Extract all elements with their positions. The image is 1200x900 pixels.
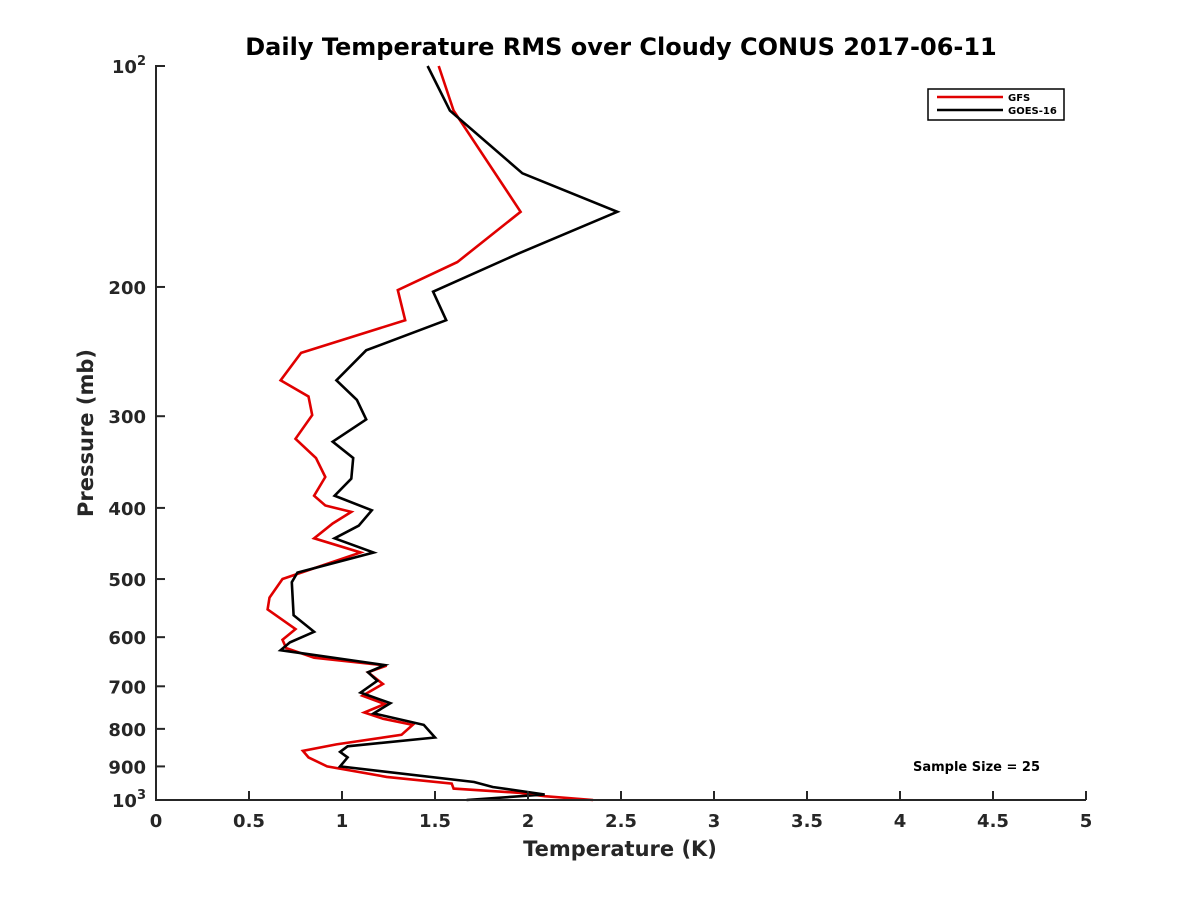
x-axis-label: Temperature (K) bbox=[523, 837, 717, 861]
y-tick-label: 400 bbox=[108, 499, 146, 520]
y-tick-label: 200 bbox=[108, 278, 146, 299]
x-tick-label: 4 bbox=[894, 811, 907, 832]
legend-box bbox=[927, 88, 1065, 121]
y-axis-label: Pressure (mb) bbox=[74, 349, 98, 517]
y-tick-label: 600 bbox=[108, 628, 146, 649]
legend: GFS GOES-16 bbox=[927, 88, 1065, 121]
legend-label-gfs: GFS bbox=[1008, 93, 1030, 104]
y-tick-label: 700 bbox=[108, 677, 146, 698]
x-ticks: 0 0.5 1 1.5 2 2.5 3 3.5 4 4.5 5 bbox=[150, 791, 1093, 832]
x-tick-label: 3.5 bbox=[791, 811, 823, 832]
x-tick-label: 2 bbox=[522, 811, 535, 832]
x-tick-label: 4.5 bbox=[977, 811, 1009, 832]
y-tick-label: 800 bbox=[108, 720, 146, 741]
x-tick-label: 3 bbox=[708, 811, 721, 832]
x-tick-label: 5 bbox=[1080, 811, 1093, 832]
sample-size-annotation: Sample Size = 25 bbox=[913, 760, 1040, 775]
series-line-gfs bbox=[266, 65, 594, 802]
x-tick-label: 1.5 bbox=[419, 811, 451, 832]
y-tick-label: 300 bbox=[108, 407, 146, 428]
y-tick-label: 103 bbox=[112, 788, 146, 812]
plot-area bbox=[266, 65, 621, 802]
y-tick-label: 102 bbox=[112, 54, 146, 78]
x-tick-label: 0.5 bbox=[233, 811, 265, 832]
x-tick-label: 1 bbox=[336, 811, 349, 832]
y-tick-label: 900 bbox=[108, 757, 146, 778]
series-line-goes-16 bbox=[277, 65, 621, 802]
chart-title: Daily Temperature RMS over Cloudy CONUS … bbox=[245, 33, 997, 61]
y-tick-label: 500 bbox=[108, 570, 146, 591]
legend-label-goes-16: GOES-16 bbox=[1008, 106, 1057, 117]
y-ticks: 102 200 300 400 500 600 700 800 900 103 bbox=[108, 54, 165, 812]
x-tick-label: 2.5 bbox=[605, 811, 637, 832]
x-tick-label: 0 bbox=[150, 811, 163, 832]
